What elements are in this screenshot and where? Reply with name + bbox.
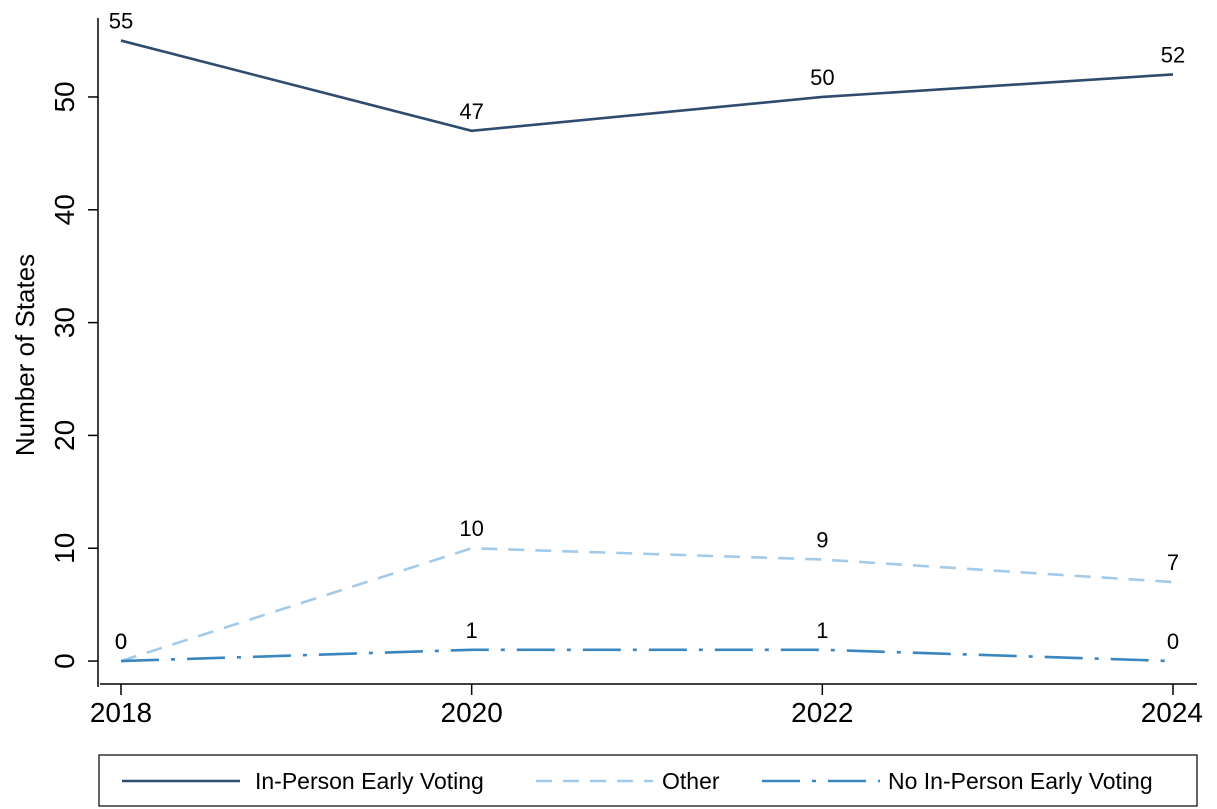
data-label: 7 xyxy=(1167,550,1179,575)
legend: In-Person Early Voting Other No In-Person … xyxy=(98,754,1198,807)
y-tick-label: 0 xyxy=(49,653,80,669)
series-line xyxy=(120,39,1174,133)
x-ticks: 2018 2020 2022 2024 xyxy=(90,684,1203,728)
data-label: 47 xyxy=(459,99,483,124)
x-tick-label: 2024 xyxy=(1141,697,1203,728)
data-label: 0 xyxy=(1167,629,1179,654)
data-label: 50 xyxy=(810,65,834,90)
x-tick-label: 2020 xyxy=(441,697,503,728)
legend-label: Other xyxy=(662,768,720,794)
y-tick-label: 20 xyxy=(49,420,80,451)
legend-label: No In-Person Early Voting xyxy=(888,768,1153,794)
series-line xyxy=(120,546,1174,663)
y-tick-label: 10 xyxy=(49,533,80,564)
data-label: 9 xyxy=(816,528,828,553)
y-tick-label: 30 xyxy=(49,307,80,338)
data-label: 10 xyxy=(459,516,483,541)
y-tick-label: 40 xyxy=(49,194,80,225)
legend-items: In-Person Early Voting Other No In-Person … xyxy=(122,768,1153,794)
data-label: 1 xyxy=(466,618,478,643)
series-lines xyxy=(120,39,1174,663)
y-axis-title: Number of States xyxy=(10,254,40,456)
data-label: 52 xyxy=(1161,42,1185,67)
legend-label: In-Person Early Voting xyxy=(255,768,484,794)
data-label: 55 xyxy=(109,9,133,34)
y-ticks: 0 10 20 30 40 50 xyxy=(49,81,98,669)
data-label: 1 xyxy=(816,618,828,643)
y-tick-label: 50 xyxy=(49,81,80,112)
series-line xyxy=(120,648,1174,663)
x-tick-label: 2022 xyxy=(791,697,853,728)
data-label: 0 xyxy=(115,629,127,654)
data-label: 0 xyxy=(115,629,127,654)
axes xyxy=(97,18,1197,687)
x-tick-label: 2018 xyxy=(90,697,152,728)
